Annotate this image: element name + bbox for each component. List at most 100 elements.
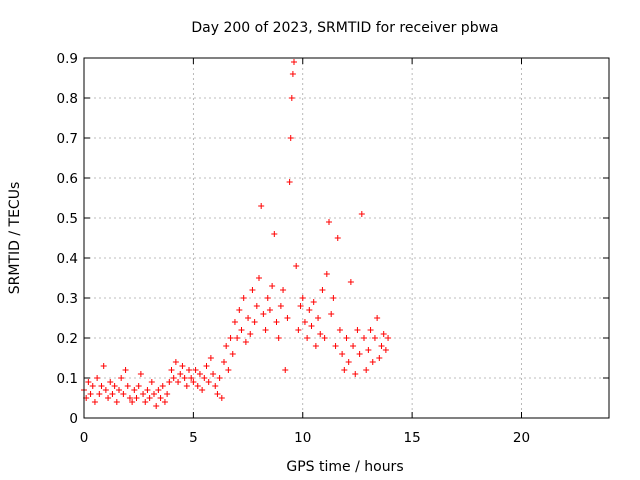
data-point [192,367,199,373]
data-point [181,375,188,381]
data-point [365,347,372,353]
data-point [343,335,350,341]
data-point [183,383,190,389]
data-point [135,383,142,389]
data-point [336,327,343,333]
data-point [190,379,197,385]
data-point [238,327,245,333]
data-point [126,395,133,401]
data-point [85,379,92,385]
y-tick-label: 0.4 [57,251,78,267]
data-point [148,379,155,385]
data-point [345,359,352,365]
data-point [89,383,96,389]
x-tick-label: 20 [513,430,530,446]
data-point [177,371,184,377]
data-point [223,343,230,349]
data-point [293,263,300,269]
data-point [133,395,140,401]
data-point [385,335,392,341]
data-point [124,383,131,389]
data-point [199,387,206,393]
x-tick-label: 5 [189,430,198,446]
data-point [236,307,243,313]
data-point [251,319,258,325]
data-point [317,331,324,337]
data-point [321,335,328,341]
data-point [109,391,116,397]
data-point [326,219,332,225]
data-point [341,367,348,373]
data-point [140,391,147,397]
y-tick-label: 0.5 [57,211,78,227]
data-point [164,391,171,397]
data-point [142,399,149,405]
y-tick-label: 0.9 [57,51,78,67]
data-point [161,399,168,405]
data-point [253,303,260,309]
data-point [376,355,383,361]
tick-labels: 0 0.1 0.2 0.3 0.4 0.5 0.6 0.7 0.8 0.9 0 5 10 15 20 [57,51,531,446]
data-point [120,391,127,397]
data-point [170,375,177,381]
data-point [94,375,101,381]
data-point [231,319,238,325]
data-point [87,391,94,397]
data-point [100,363,107,369]
data-point [380,331,387,337]
data-point [297,303,304,309]
axis-ticks [83,57,609,419]
data-point [332,343,339,349]
data-point [98,383,105,389]
data-point [304,335,311,341]
data-point [315,315,322,321]
data-point [330,295,337,301]
data-point [358,211,365,217]
data-point [354,327,361,333]
data-point [266,307,273,313]
data-point [196,371,203,377]
data-point [284,315,291,321]
data-point [153,403,160,409]
data-point [280,287,287,293]
data-point [282,367,289,373]
data-point [361,335,367,341]
data-point [186,367,192,373]
chart-title: Day 200 of 2023, SRMTID for receiver pbw… [191,20,498,36]
data-point [129,399,136,405]
data-point [310,299,317,305]
plot-frame [83,57,610,419]
data-point [201,375,208,381]
y-tick-label: 0.1 [57,371,78,387]
y-tick-label: 0.7 [57,131,78,147]
data-point [262,327,269,333]
data-point [168,367,175,373]
data-point [172,359,179,365]
data-point [350,343,357,349]
data-point [247,331,254,337]
data-point [382,347,389,353]
data-point [203,363,210,369]
data-point [260,311,267,317]
data-point [258,203,265,209]
y-tick-label: 0.6 [57,171,78,187]
data-point [102,387,109,393]
data-point [146,395,153,401]
data-point [188,375,195,381]
data-point [216,375,223,381]
data-point [295,327,302,333]
data-point [277,303,284,309]
data-point [356,351,363,357]
data-point [242,339,249,345]
data-point [227,335,234,341]
data-point [367,327,374,333]
data-point [144,387,151,393]
data-point [363,367,370,373]
data-point [111,383,118,389]
data-point [249,287,256,293]
data-point [116,387,122,393]
y-tick-label: 0 [69,411,78,427]
y-tick-label: 0.2 [57,331,78,347]
data-point [319,287,326,293]
